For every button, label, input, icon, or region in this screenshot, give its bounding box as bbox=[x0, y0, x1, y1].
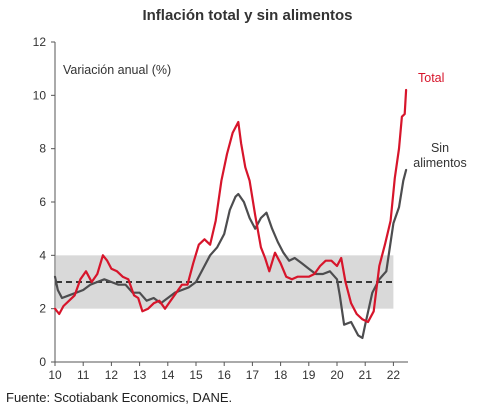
x-tick-label: 12 bbox=[105, 368, 119, 382]
x-tick-label: 22 bbox=[387, 368, 401, 382]
y-tick-label: 10 bbox=[33, 88, 47, 102]
series-line-sin-alimentos bbox=[53, 168, 408, 340]
x-tick-label: 16 bbox=[218, 368, 232, 382]
x-tick-label: 18 bbox=[274, 368, 288, 382]
y-tick-label: 12 bbox=[33, 35, 47, 49]
x-tick-label: 15 bbox=[189, 368, 203, 382]
x-tick-label: 20 bbox=[330, 368, 344, 382]
y-tick-label: 0 bbox=[39, 355, 46, 369]
legend-label-sin-alimentos: Sin alimentos bbox=[413, 141, 467, 170]
y-tick-label: 2 bbox=[39, 302, 46, 316]
x-tick-label: 17 bbox=[246, 368, 260, 382]
legend-label-total: Total bbox=[418, 71, 444, 85]
x-tick-label: 21 bbox=[359, 368, 373, 382]
x-tick-label: 13 bbox=[133, 368, 147, 382]
x-tick-label: 11 bbox=[77, 368, 90, 382]
x-tick-label: 19 bbox=[302, 368, 316, 382]
series-line-total bbox=[53, 88, 408, 324]
y-tick-label: 4 bbox=[39, 248, 46, 262]
y-tick-label: 6 bbox=[39, 195, 46, 209]
x-tick-label: 10 bbox=[48, 368, 62, 382]
source-note: Fuente: Scotiabank Economics, DANE. bbox=[6, 390, 233, 405]
x-tick-label: 14 bbox=[161, 368, 175, 382]
chart-title: Inflación total y sin alimentos bbox=[142, 7, 353, 24]
y-tick-label: 8 bbox=[39, 142, 46, 156]
y-axis-label: Variación anual (%) bbox=[63, 63, 171, 77]
